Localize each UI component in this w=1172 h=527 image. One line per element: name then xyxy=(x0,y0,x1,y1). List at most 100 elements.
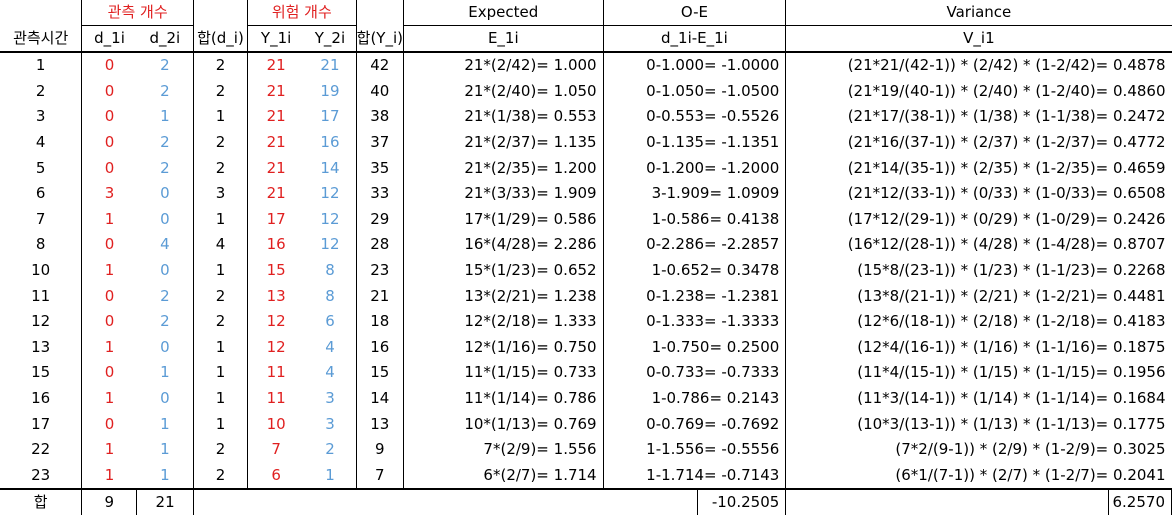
cell-y2: 19 xyxy=(320,81,340,100)
cell-time: 22 xyxy=(0,436,83,463)
cell-d1: 1 xyxy=(104,440,115,459)
cell-y: 28 xyxy=(355,232,404,258)
cell-expected: 10*(1/13)= 0.769 xyxy=(403,411,604,437)
cell-variance: (12*6/(18-1)) * (2/18) * (1-2/18)= 0.418… xyxy=(857,312,1166,331)
cell-expected: 6*(2/7)= 1.714 xyxy=(403,462,604,490)
total-d1: 9 xyxy=(81,488,138,516)
header-d2: d_2i xyxy=(136,25,194,53)
cell-time: 4 xyxy=(0,129,83,156)
cell-time: 7 xyxy=(0,206,83,233)
cell-time: 1 xyxy=(0,52,83,79)
cell-d: 1 xyxy=(193,334,248,361)
cell-oe: 0-1.000= -1.0000 xyxy=(603,52,787,79)
cell-variance: (21*14/(35-1)) * (2/35) * (1-2/35)= 0.46… xyxy=(847,158,1166,177)
cell-time: 17 xyxy=(0,411,83,437)
table-row: 1 0 2 2 21 21 42 21*(2/42)= 1.000 0-1.00… xyxy=(0,52,1172,79)
cell-d2: 2 xyxy=(136,283,194,309)
table-row: 8 0 4 4 16 12 28 16*(4/28)= 2.286 0-2.28… xyxy=(0,232,1172,258)
table-row: 2 0 2 2 21 19 40 21*(2/40)= 1.050 0-1.05… xyxy=(0,78,1172,105)
cell-y1: 11 xyxy=(266,363,286,382)
cell-variance: (21*16/(37-1)) * (2/37) * (1-2/37)= 0.47… xyxy=(847,133,1166,152)
cell-y2: 2 xyxy=(325,440,335,459)
cell-d: 2 xyxy=(193,78,248,105)
cell-y2: 1 xyxy=(325,465,335,484)
cell-variance: (21*17/(38-1)) * (1/38) * (1-1/38)= 0.24… xyxy=(847,107,1166,126)
cell-time: 10 xyxy=(0,257,83,284)
header-y2: Y_2i xyxy=(304,25,357,53)
table-row: 5 0 2 2 21 14 35 21*(2/35)= 1.200 0-1.20… xyxy=(0,155,1172,181)
cell-variance: (16*12/(28-1)) * (4/28) * (1-4/28)= 0.87… xyxy=(847,235,1166,254)
cell-y2: 3 xyxy=(325,414,335,433)
cell-oe: 1-0.786= 0.2143 xyxy=(603,385,787,412)
header-ysum: 합(Y_i) xyxy=(355,25,404,53)
cell-d1: 1 xyxy=(104,465,115,484)
total-oe: -10.2505 xyxy=(697,488,787,516)
table-row: 3 0 1 1 21 17 38 21*(1/38)= 0.553 0-0.55… xyxy=(0,104,1172,130)
cell-d1: 0 xyxy=(104,286,115,305)
cell-d2: 1 xyxy=(136,360,194,386)
cell-expected: 21*(2/42)= 1.000 xyxy=(403,52,604,79)
cell-y: 38 xyxy=(355,104,404,130)
cell-expected: 15*(1/23)= 0.652 xyxy=(403,257,604,284)
cell-oe: 0-0.733= -0.7333 xyxy=(603,360,787,386)
cell-d2: 1 xyxy=(136,104,194,130)
cell-d1: 1 xyxy=(104,261,115,280)
table-row: 23 1 1 2 6 1 7 6*(2/7)= 1.714 1-1.714= -… xyxy=(0,462,1172,490)
cell-d: 4 xyxy=(193,232,248,258)
cell-y: 15 xyxy=(355,360,404,386)
cell-oe: 1-1.714= -0.7143 xyxy=(603,462,787,490)
cell-y2: 12 xyxy=(320,184,340,203)
cell-d1: 0 xyxy=(104,81,115,100)
header-variance: Variance xyxy=(946,3,1012,21)
cell-y1: 21 xyxy=(266,133,286,152)
table-row: 17 0 1 1 10 3 13 10*(1/13)= 0.769 0-0.76… xyxy=(0,411,1172,437)
cell-y2: 21 xyxy=(320,56,340,75)
total-blank xyxy=(193,488,698,516)
total-label: 합 xyxy=(0,488,83,516)
cell-y2: 17 xyxy=(320,107,340,126)
cell-expected: 17*(1/29)= 0.586 xyxy=(403,206,604,233)
table-row: 13 1 0 1 12 4 16 12*(1/16)= 0.750 1-0.75… xyxy=(0,334,1172,361)
cell-time: 3 xyxy=(0,104,83,130)
cell-variance: (15*8/(23-1)) * (1/23) * (1-1/23)= 0.226… xyxy=(857,261,1166,280)
cell-y: 7 xyxy=(355,462,404,490)
cell-y: 13 xyxy=(355,411,404,437)
header-d1: d_1i xyxy=(81,25,137,53)
cell-oe: 1-0.652= 0.3478 xyxy=(603,257,787,284)
cell-oe: 0-1.200= -1.2000 xyxy=(603,155,787,181)
cell-y1: 7 xyxy=(271,440,281,459)
cell-y1: 21 xyxy=(266,184,286,203)
header-blank-d xyxy=(193,0,248,26)
cell-y: 42 xyxy=(355,52,404,79)
cell-y: 14 xyxy=(355,385,404,412)
cell-y: 37 xyxy=(355,129,404,156)
cell-d: 1 xyxy=(193,206,248,233)
cell-d: 1 xyxy=(193,411,248,437)
cell-d: 2 xyxy=(193,462,248,490)
cell-d2: 2 xyxy=(136,155,194,181)
cell-variance: (21*19/(40-1)) * (2/40) * (1-2/40)= 0.48… xyxy=(847,81,1166,100)
cell-y: 23 xyxy=(355,257,404,284)
cell-time: 16 xyxy=(0,385,83,412)
cell-y2: 12 xyxy=(320,235,340,254)
header-v1: V_i1 xyxy=(785,25,1172,53)
cell-y: 29 xyxy=(355,206,404,233)
cell-d2: 1 xyxy=(136,436,194,463)
cell-time: 11 xyxy=(0,283,83,309)
total-variance: 6.2570 xyxy=(1107,488,1172,516)
cell-y2: 12 xyxy=(320,209,340,228)
cell-time: 2 xyxy=(0,78,83,105)
cell-y2: 8 xyxy=(325,261,335,280)
cell-time: 5 xyxy=(0,155,83,181)
cell-oe: 0-0.553= -0.5526 xyxy=(603,104,787,130)
table-row: 4 0 2 2 21 16 37 21*(2/37)= 1.135 0-1.13… xyxy=(0,129,1172,156)
cell-time: 15 xyxy=(0,360,83,386)
table-row: 6 3 0 3 21 12 33 21*(3/33)= 1.909 3-1.90… xyxy=(0,180,1172,207)
cell-expected: 21*(3/33)= 1.909 xyxy=(403,180,604,207)
cell-y1: 6 xyxy=(271,465,281,484)
cell-expected: 21*(2/40)= 1.050 xyxy=(403,78,604,105)
cell-y1: 15 xyxy=(266,261,286,280)
total-blank-2 xyxy=(785,488,1109,516)
cell-expected: 12*(1/16)= 0.750 xyxy=(403,334,604,361)
table-row: 12 0 2 2 12 6 18 12*(2/18)= 1.333 0-1.33… xyxy=(0,308,1172,335)
